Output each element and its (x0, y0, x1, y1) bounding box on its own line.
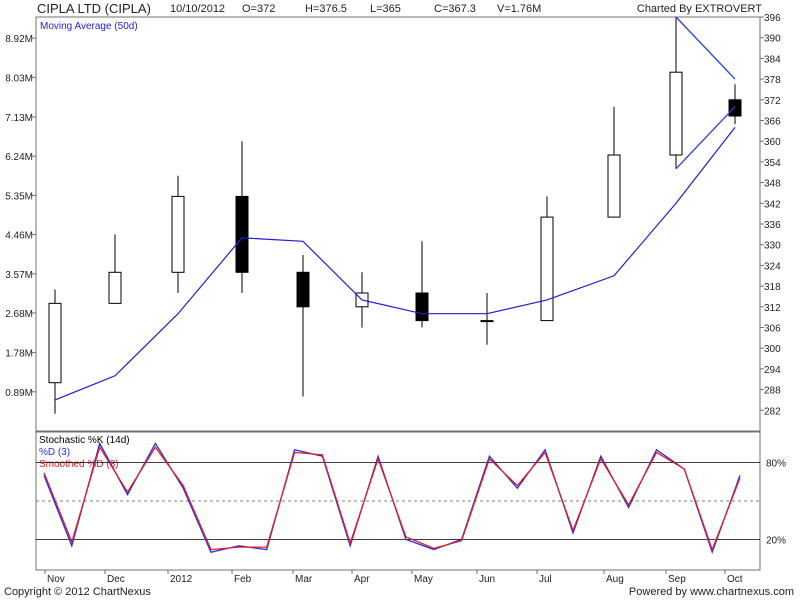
price-tick-label: 306 (764, 324, 781, 335)
volume-tick-label: 8.92M (5, 34, 33, 45)
candle-body (171, 195, 185, 273)
stochastic-axis-label: 20% (766, 535, 786, 546)
time-tick-label: Mar (295, 574, 313, 585)
price-tick-label: 342 (764, 199, 781, 210)
price-tick-label: 330 (764, 241, 781, 252)
quote-date: 10/10/2012 (170, 3, 226, 15)
price-tick-label: 354 (764, 158, 781, 169)
time-tick-label: Nov (47, 574, 65, 585)
powered-by-link[interactable]: Powered by www.chartnexus.com (628, 586, 794, 598)
price-tick-label: 312 (764, 303, 781, 314)
chart-title: CIPLA LTD (CIPLA) (37, 1, 151, 16)
price-tick-label: 324 (764, 261, 781, 272)
volume-value: V=1.76M (497, 3, 542, 15)
volume-tick-label: 8.03M (5, 73, 33, 84)
candle-body (669, 71, 683, 156)
trendlines (675, 16, 736, 170)
price-tick-label: 384 (764, 54, 781, 65)
stochastic-series-line (43, 445, 741, 552)
chart-header: CIPLA LTD (CIPLA) 10/10/2012 O=372 H=376… (0, 0, 800, 18)
time-tick-label: Feb (234, 574, 252, 585)
chart-footer: Copyright © 2012 ChartNexus Powered by w… (0, 585, 800, 600)
stochastic-d-legend: %D (3) (39, 447, 70, 458)
volume-axis: 0.89M 1.78M 2.68M 3.57M 4.46M 5.35M 6.24M 7.13M… (5, 34, 36, 399)
time-tick-label: Apr (354, 574, 370, 585)
stochastic-k-legend: Stochastic %K (14d) (39, 435, 130, 446)
open-value: O=372 (242, 3, 276, 15)
stochastic-lines (43, 441, 741, 555)
candlesticks (48, 17, 742, 414)
price-tick-label: 282 (764, 406, 781, 417)
candle-body (480, 320, 494, 323)
trendline (675, 16, 736, 80)
volume-tick-label: 3.57M (5, 270, 33, 281)
volume-tick-label: 7.13M (5, 113, 33, 124)
price-tick-label: 366 (764, 117, 781, 128)
price-tick-label: 294 (764, 365, 781, 376)
stochastic-reference-lines (36, 462, 760, 540)
high-value: H=376.5 (305, 3, 347, 15)
smoothed-d-legend: Smoothed %D (3) (39, 459, 118, 470)
candle-body (235, 195, 249, 273)
time-tick-label: Sep (668, 574, 686, 585)
price-tick-label: 396 (764, 13, 781, 24)
candle-body (296, 271, 310, 308)
time-tick-label: Aug (606, 574, 624, 585)
volume-tick-label: 4.46M (5, 231, 33, 242)
price-tick-label: 336 (764, 220, 781, 231)
candle-body (540, 216, 554, 322)
price-tick-label: 318 (764, 282, 781, 293)
time-tick-label: 2012 (170, 574, 193, 585)
time-axis: Nov Dec 2012 Feb Mar Apr May Jun Jul Aug Sep Oct (44, 570, 743, 585)
time-tick-label: Dec (107, 574, 125, 585)
charted-by-label: Charted By EXTROVERT (636, 3, 762, 15)
candle-body (415, 292, 429, 322)
time-tick-label: May (414, 574, 433, 585)
volume-tick-label: 2.68M (5, 309, 33, 320)
close-value: C=367.3 (434, 3, 476, 15)
price-axis: 282 288 294 300 306 312 318 324 330 336 342 348 354 3… (760, 13, 781, 417)
trendline (675, 106, 736, 170)
candle-body (607, 154, 621, 218)
price-tick-label: 300 (764, 344, 781, 355)
price-tick-label: 288 (764, 386, 781, 397)
price-tick-label: 348 (764, 179, 781, 190)
ma-legend: Moving Average (50d) (40, 21, 138, 32)
stochastic-axis: 80% 20% (766, 459, 786, 547)
volume-tick-label: 6.24M (5, 152, 33, 163)
candle-body (48, 302, 62, 384)
price-tick-label: 390 (764, 34, 781, 45)
price-tick-label: 378 (764, 75, 781, 86)
volume-tick-label: 5.35M (5, 191, 33, 202)
moving-average-line (54, 127, 736, 401)
price-tick-label: 360 (764, 137, 781, 148)
time-tick-label: Jul (539, 574, 552, 585)
volume-tick-label: 1.78M (5, 349, 33, 360)
price-panel-frame (35, 16, 761, 432)
volume-tick-label: 0.89M (5, 388, 33, 399)
candle-body (108, 271, 122, 304)
time-tick-label: Jun (479, 574, 495, 585)
low-value: L=365 (370, 3, 401, 15)
time-tick-label: Oct (727, 574, 743, 585)
candle-body (728, 99, 742, 117)
price-tick-label: 372 (764, 96, 781, 107)
copyright-text: Copyright © 2012 ChartNexus (4, 586, 151, 598)
stochastic-axis-label: 80% (766, 459, 786, 470)
